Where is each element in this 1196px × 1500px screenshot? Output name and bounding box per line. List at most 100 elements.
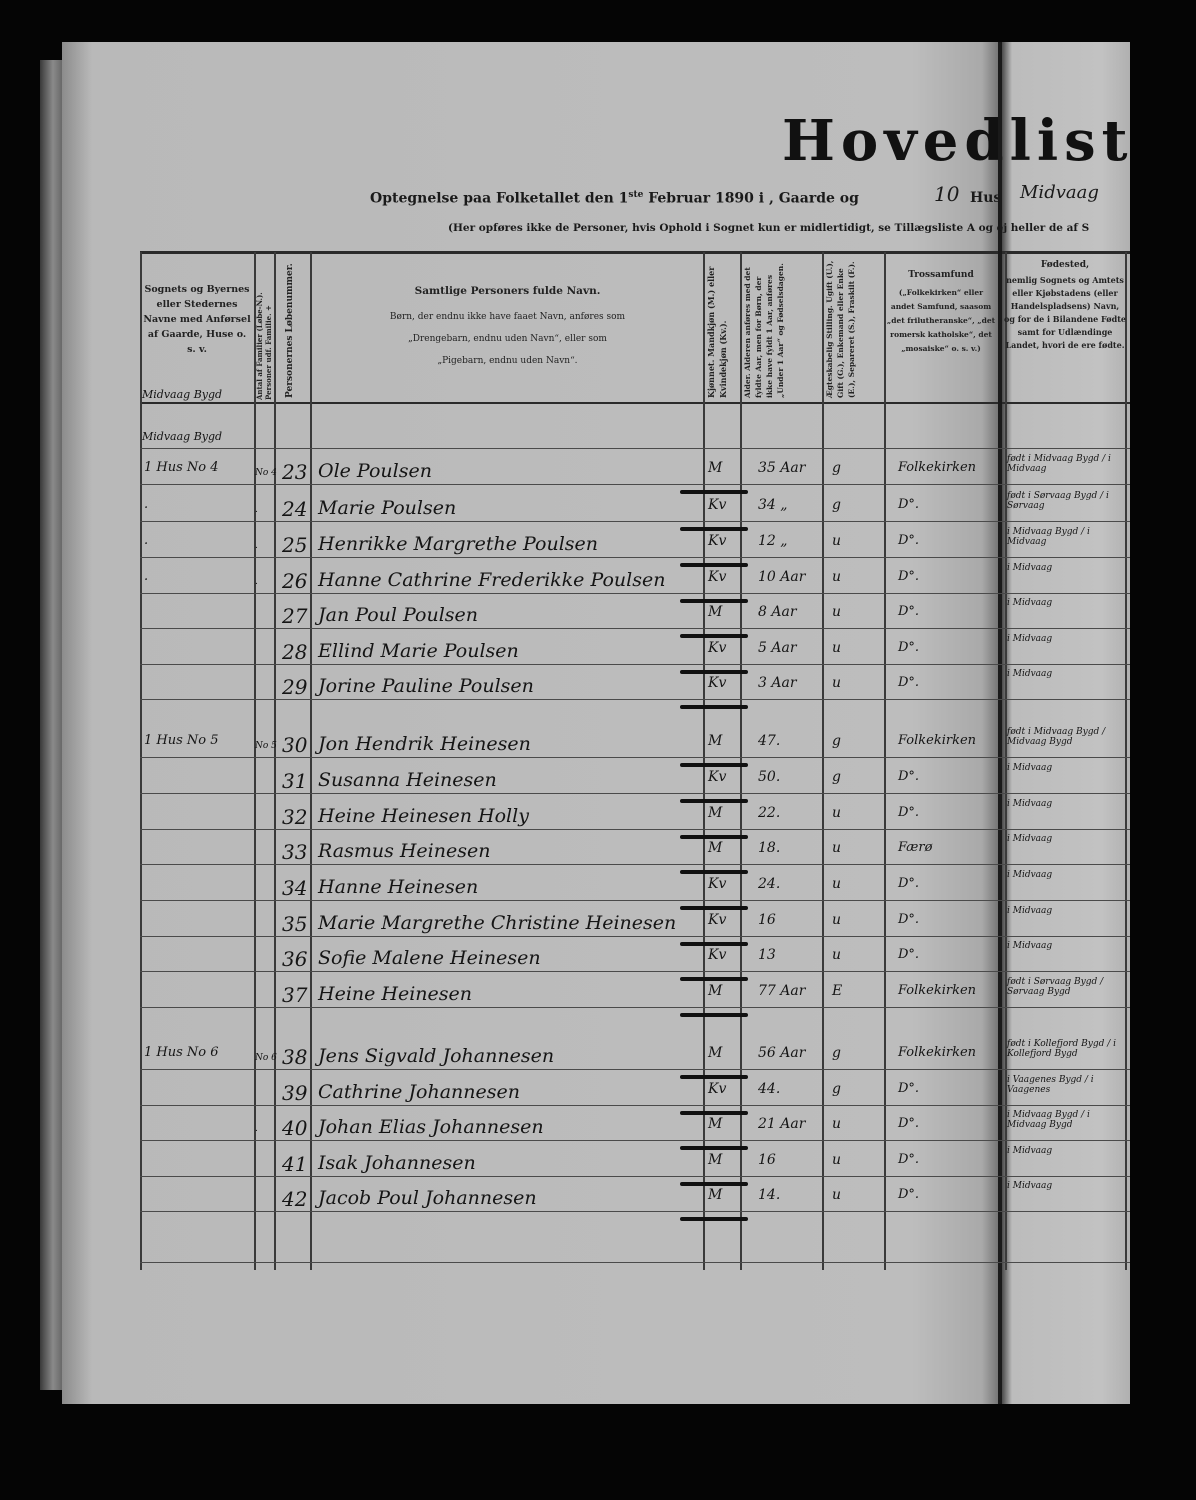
cell-religion: Folkekirken bbox=[898, 733, 977, 748]
cell-no: 36 bbox=[282, 947, 308, 971]
section-label: Midvaag Bygd bbox=[142, 388, 223, 401]
cell-sex: M bbox=[708, 1187, 723, 1203]
column-rule bbox=[822, 252, 824, 1270]
cell-no: 26 bbox=[282, 569, 308, 593]
column-rule bbox=[1125, 252, 1127, 1270]
col-sex-header: Kjønnet. Mandkjøn (M.) eller Kvindekjøn … bbox=[706, 266, 728, 398]
cell-name: Marie Margrethe Christine Heinesen bbox=[318, 912, 677, 934]
cell-religion: D°. bbox=[898, 1081, 920, 1096]
cell-marital: g bbox=[832, 497, 841, 513]
cell-religion: Færø bbox=[898, 840, 933, 855]
cell-age: 13 bbox=[758, 947, 776, 963]
row-rule bbox=[140, 793, 1130, 794]
cell-birthplace: i Vaagenes Bygd / i Vaagenes bbox=[1007, 1075, 1094, 1095]
cell-age: 16 bbox=[758, 1152, 776, 1168]
cell-sex: M bbox=[708, 983, 723, 999]
cell-no: 23 bbox=[282, 460, 308, 484]
cell-marital: u bbox=[832, 640, 842, 656]
cell-no: 35 bbox=[282, 912, 308, 936]
col-birthplace-header: Fødested, bbox=[1040, 260, 1090, 270]
col-name-note-2: „Drengebarn, endnu uden Navn“, eller som bbox=[408, 334, 607, 344]
cell-religion: D°. bbox=[898, 604, 920, 619]
row-rule bbox=[140, 936, 1130, 937]
tally-mark bbox=[680, 870, 748, 874]
cell-sex: Kv bbox=[708, 947, 727, 963]
houses-count: 10 bbox=[934, 182, 960, 206]
cell-birthplace: født i Kollefjord Bygd / i Kollefjord By… bbox=[1007, 1039, 1117, 1059]
cell-sex: Kv bbox=[708, 876, 727, 892]
cell-marital: u bbox=[832, 569, 842, 585]
cell-birthplace: i Midvaag bbox=[1007, 1181, 1053, 1191]
row-rule bbox=[140, 1007, 1130, 1008]
cell-name: Isak Johannesen bbox=[318, 1152, 476, 1174]
column-rule bbox=[740, 252, 742, 1270]
cell-religion: D°. bbox=[898, 1152, 920, 1167]
cell-religion: D°. bbox=[898, 805, 920, 820]
cell-age: 35 Aar bbox=[758, 460, 806, 476]
cell-marital: u bbox=[832, 604, 842, 620]
subtitle-text-2: Februar 1890 i , Gaarde og bbox=[643, 190, 859, 207]
cell-religion: D°. bbox=[898, 675, 920, 690]
row-rule bbox=[140, 1069, 1130, 1070]
column-rule bbox=[884, 252, 886, 1270]
row-rule bbox=[140, 593, 1130, 594]
col-age-header: Alder. Alderen anføres med det fyldte Aa… bbox=[743, 263, 785, 398]
cell-age: 16 bbox=[758, 912, 776, 928]
cell-birthplace: i Midvaag bbox=[1007, 669, 1053, 679]
cell-sex: M bbox=[708, 1045, 723, 1061]
cell-religion: Folkekirken bbox=[898, 983, 977, 998]
cell-birthplace: i Midvaag bbox=[1007, 1146, 1053, 1156]
cell-birthplace: født i Midvaag Bygd / Midvaag Bygd bbox=[1007, 727, 1106, 747]
subtitle: Optegnelse paa Folketallet den 1ste Febr… bbox=[370, 190, 859, 207]
cell-religion: D°. bbox=[898, 497, 920, 512]
column-rule bbox=[310, 252, 312, 1270]
cell-no: 25 bbox=[282, 533, 308, 557]
cell-place: . bbox=[144, 569, 149, 584]
cell-birthplace: i Midvaag bbox=[1007, 941, 1053, 951]
page-fold bbox=[998, 42, 1002, 1404]
tally-mark bbox=[680, 527, 748, 531]
cell-no: 32 bbox=[282, 805, 308, 829]
col-birthplace-note: nemlig Sognets og Amtets eller Kjøbstade… bbox=[1004, 275, 1126, 350]
cell-age: 5 Aar bbox=[758, 640, 797, 656]
cell-sex: M bbox=[708, 805, 723, 821]
cell-sex: M bbox=[708, 604, 723, 620]
cell-sex: Kv bbox=[708, 640, 727, 656]
cell-marital: g bbox=[832, 1081, 841, 1097]
cell-name: Ole Poulsen bbox=[318, 460, 432, 482]
cell-sex: Kv bbox=[708, 1081, 727, 1097]
census-page bbox=[62, 42, 1002, 1404]
row-rule bbox=[140, 1105, 1130, 1106]
subtitle-hus: Hus bbox=[970, 190, 1002, 206]
cell-birthplace: i Midvaag bbox=[1007, 834, 1053, 844]
cell-birthplace: i Midvaag bbox=[1007, 634, 1053, 644]
cell-birthplace: i Midvaag bbox=[1007, 799, 1053, 809]
cell-marital: g bbox=[832, 733, 841, 749]
cell-birthplace: i Midvaag bbox=[1007, 870, 1053, 880]
tally-mark bbox=[680, 1111, 748, 1115]
cell-birthplace: født i Sørvaag Bygd / i Sørvaag bbox=[1007, 491, 1109, 511]
cell-place: 1 Hus No 6 bbox=[144, 1045, 219, 1060]
cell-sex: M bbox=[708, 733, 723, 749]
cell-no: 42 bbox=[282, 1187, 308, 1211]
cell-age: 34 „ bbox=[758, 497, 788, 513]
cell-marital: u bbox=[832, 1187, 842, 1203]
subtitle-text: Optegnelse paa Folketallet den 1 bbox=[370, 190, 629, 207]
cell-age: 22. bbox=[758, 805, 781, 821]
cell-name: Hanne Heinesen bbox=[318, 876, 479, 898]
cell-religion: D°. bbox=[898, 569, 920, 584]
row-rule bbox=[140, 971, 1130, 972]
book-edge bbox=[40, 60, 66, 1390]
cell-religion: D°. bbox=[898, 640, 920, 655]
tally-mark bbox=[680, 599, 748, 603]
cell-no: 29 bbox=[282, 675, 308, 699]
facing-page bbox=[1002, 42, 1130, 1404]
row-rule bbox=[140, 1140, 1130, 1141]
cell-name: Jens Sigvald Johannesen bbox=[318, 1045, 555, 1067]
cell-no: 28 bbox=[282, 640, 308, 664]
col-place-header: Sognets og Byernes eller Stedernes Navne… bbox=[143, 284, 251, 355]
cell-family: . bbox=[255, 541, 258, 551]
cell-religion: Folkekirken bbox=[898, 1045, 977, 1060]
cell-name: Jan Poul Poulsen bbox=[318, 604, 479, 626]
place-name: Midvaag bbox=[1020, 182, 1099, 203]
